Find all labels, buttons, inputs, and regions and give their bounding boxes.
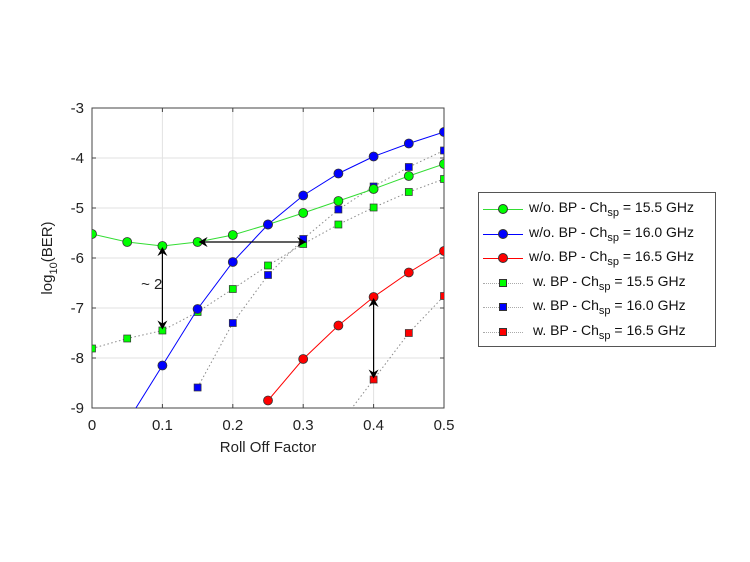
data-point — [263, 395, 273, 406]
series-0 — [92, 159, 444, 251]
legend-label: w/o. BP - Chsp = 16.5 GHz — [529, 248, 695, 268]
y-tick-label: -6 — [71, 250, 84, 267]
legend-item: w. BP - Chsp = 15.5 GHz — [479, 271, 715, 295]
x-tick-label: 0.2 — [222, 417, 243, 434]
legend-label: w. BP - Chsp = 15.5 GHz — [533, 272, 686, 293]
series-1 — [135, 127, 444, 408]
data-point — [368, 184, 379, 194]
legend-item: w. BP - Chsp = 16.0 GHz — [479, 295, 715, 319]
data-point — [227, 230, 238, 240]
x-tick-label: 0.3 — [293, 417, 314, 434]
data-point — [333, 196, 344, 206]
legend-item: w/o. BP - Chsp = 15.5 GHz — [479, 197, 715, 221]
x-tick-label: 0.5 — [434, 417, 455, 434]
x-tick-label: 0.4 — [363, 417, 384, 434]
data-point — [333, 320, 344, 331]
legend-item: w/o. BP - Chsp = 16.5 GHz — [479, 246, 715, 270]
data-point — [334, 205, 343, 214]
series-2 — [263, 246, 444, 406]
square-marker-icon — [499, 278, 507, 287]
x-axis-label: Roll Off Factor — [220, 439, 316, 456]
data-point — [228, 285, 237, 293]
annotation-label: ~ 2 — [141, 276, 162, 293]
data-point — [403, 138, 414, 149]
circle-marker-icon — [498, 253, 508, 263]
data-point — [123, 334, 132, 343]
axis-ticks: 0 0.1 0.2 0.3 0.4 0.5 -3 -4 -5 -6 -7 -8 -9 — [71, 100, 455, 434]
data-point — [439, 246, 444, 256]
data-point — [334, 220, 343, 229]
legend-item: w/o. BP - Chsp = 16.0 GHz — [479, 222, 715, 246]
data-point — [228, 319, 237, 327]
data-point — [439, 159, 444, 169]
data-point — [264, 261, 272, 270]
legend-label: w. BP - Chsp = 16.5 GHz — [533, 321, 686, 342]
x-tick-label: 0 — [88, 417, 96, 434]
legend-item: w. BP - Chsp = 16.5 GHz — [479, 320, 715, 344]
data-point — [440, 146, 444, 155]
y-tick-label: -7 — [71, 300, 84, 317]
circle-marker-icon — [498, 204, 508, 214]
series-5 — [351, 292, 444, 408]
y-tick-label: -8 — [71, 350, 84, 367]
data-point — [122, 237, 133, 247]
data-point — [298, 208, 309, 218]
legend-label: w/o. BP - Chsp = 16.0 GHz — [529, 223, 695, 244]
data-point — [404, 329, 413, 337]
data-point — [157, 360, 168, 371]
data-point — [439, 127, 444, 137]
data-point — [404, 163, 413, 171]
data-point — [298, 190, 309, 201]
y-tick-label: -9 — [71, 400, 84, 417]
circle-marker-icon — [498, 228, 508, 239]
y-tick-label: -5 — [71, 200, 84, 217]
grid-lines — [91, 107, 445, 409]
data-point — [263, 219, 273, 230]
data-point — [193, 383, 202, 392]
square-marker-icon — [499, 327, 507, 336]
x-tick-label: 0.1 — [152, 417, 173, 434]
data-point — [440, 292, 444, 300]
data-point — [92, 344, 96, 353]
data-point — [92, 229, 97, 239]
data-point — [368, 151, 379, 162]
data-point — [227, 257, 238, 267]
series-3 — [92, 175, 444, 353]
legend-label: w. BP - Chsp = 16.0 GHz — [533, 297, 686, 317]
y-tick-label: -3 — [71, 100, 84, 117]
data-point — [403, 171, 414, 181]
data-point — [298, 354, 309, 364]
data-point — [369, 203, 378, 212]
data-point — [264, 271, 272, 279]
data-point — [192, 304, 203, 314]
data-series — [92, 127, 444, 408]
legend-label: w/o. BP - Chsp = 15.5 GHz — [529, 199, 695, 219]
data-point — [333, 168, 344, 179]
y-tick-label: -4 — [71, 150, 84, 167]
data-point — [403, 267, 414, 278]
annotations: ~ 2 — [141, 237, 379, 379]
y-axis-label: log10(BER) — [39, 221, 60, 294]
square-marker-icon — [499, 303, 507, 311]
legend: w/o. BP - Chsp = 15.5 GHz w/o. BP - Chsp … — [478, 192, 716, 347]
data-point — [404, 188, 413, 196]
data-point — [440, 175, 444, 183]
